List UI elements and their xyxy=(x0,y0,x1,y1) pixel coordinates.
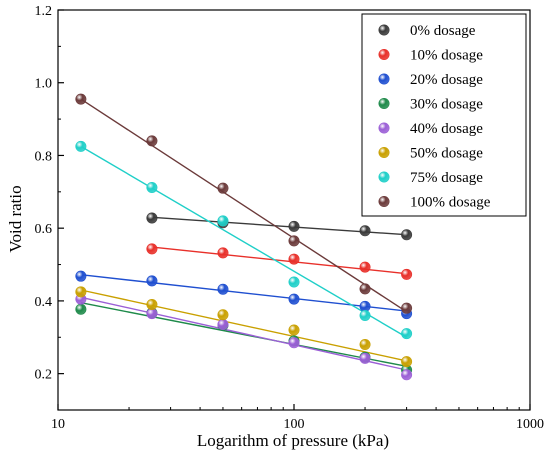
legend-label: 75% dosage xyxy=(410,170,483,186)
point-series-7 xyxy=(401,302,413,314)
point-series-2 xyxy=(288,293,300,305)
legend-box xyxy=(361,13,527,217)
point-series-5 xyxy=(401,356,413,368)
point-series-5 xyxy=(146,299,158,311)
legend-label: 30% dosage xyxy=(410,97,483,113)
x-tick-label: 100 xyxy=(284,417,305,432)
fit-line-series-3 xyxy=(80,302,407,368)
point-series-7 xyxy=(288,235,300,247)
y-tick-label: 1.0 xyxy=(35,77,53,92)
fit-line-series-5 xyxy=(80,289,407,362)
legend-label: 0% dosage xyxy=(410,23,476,39)
legend-label: 40% dosage xyxy=(410,121,483,137)
point-series-2 xyxy=(146,275,158,287)
x-tick-label: 10 xyxy=(51,417,65,432)
point-series-6 xyxy=(288,276,300,288)
x-tick-label: 1000 xyxy=(516,417,544,432)
point-series-1 xyxy=(217,247,229,259)
point-series-1 xyxy=(288,253,300,265)
y-tick-label: 0.8 xyxy=(35,149,53,164)
legend-label: 100% dosage xyxy=(410,195,491,211)
point-series-1 xyxy=(401,268,413,280)
point-series-0 xyxy=(359,225,371,237)
point-series-0 xyxy=(288,220,300,232)
point-series-2 xyxy=(75,270,87,282)
point-series-7 xyxy=(217,182,229,194)
point-series-0 xyxy=(401,229,413,241)
point-series-4 xyxy=(288,337,300,349)
point-series-1 xyxy=(146,243,158,255)
data-points xyxy=(75,93,413,381)
y-tick-label: 0.2 xyxy=(35,368,53,383)
axes: 10 100 1000 0.2 0.4 0.6 0.8 1.0 1.2 xyxy=(35,4,545,432)
legend-marker xyxy=(378,171,390,183)
x-axis-title: Logarithm of pressure (kPa) xyxy=(197,431,389,450)
legend-marker xyxy=(378,24,390,36)
y-tick-label: 1.2 xyxy=(35,4,53,19)
point-series-7 xyxy=(75,93,87,105)
point-series-3 xyxy=(75,303,87,315)
point-series-6 xyxy=(359,309,371,321)
y-axis-title: Void ratio xyxy=(6,185,25,252)
point-series-1 xyxy=(359,261,371,273)
fit-line-series-6 xyxy=(80,145,407,338)
fit-line-series-4 xyxy=(80,296,407,371)
legend-marker xyxy=(378,147,390,159)
legend-label: 50% dosage xyxy=(410,146,483,162)
legend-marker xyxy=(378,98,390,110)
legend-marker xyxy=(378,48,390,60)
point-series-7 xyxy=(359,283,371,295)
point-series-5 xyxy=(75,286,87,298)
point-series-7 xyxy=(146,135,158,147)
point-series-5 xyxy=(217,309,229,321)
legend-label: 20% dosage xyxy=(410,72,483,88)
point-series-5 xyxy=(288,324,300,336)
y-tick-label: 0.6 xyxy=(35,222,53,237)
point-series-6 xyxy=(146,181,158,193)
point-series-4 xyxy=(401,369,413,381)
legend-marker xyxy=(378,196,390,208)
point-series-2 xyxy=(217,283,229,295)
point-series-5 xyxy=(359,339,371,351)
point-series-6 xyxy=(75,140,87,152)
legend-marker xyxy=(378,122,390,134)
y-tick-label: 0.4 xyxy=(35,295,53,310)
point-series-0 xyxy=(146,212,158,224)
legend: 0% dosage 10% dosage 20% dosage 30% dosage 4… xyxy=(361,13,527,217)
fit-line-series-7 xyxy=(80,98,407,313)
fit-lines xyxy=(80,98,407,371)
point-series-4 xyxy=(217,319,229,331)
point-series-6 xyxy=(401,328,413,340)
legend-label: 10% dosage xyxy=(410,48,483,64)
legend-marker xyxy=(378,73,390,85)
point-series-4 xyxy=(359,352,371,364)
point-series-6 xyxy=(217,215,229,227)
